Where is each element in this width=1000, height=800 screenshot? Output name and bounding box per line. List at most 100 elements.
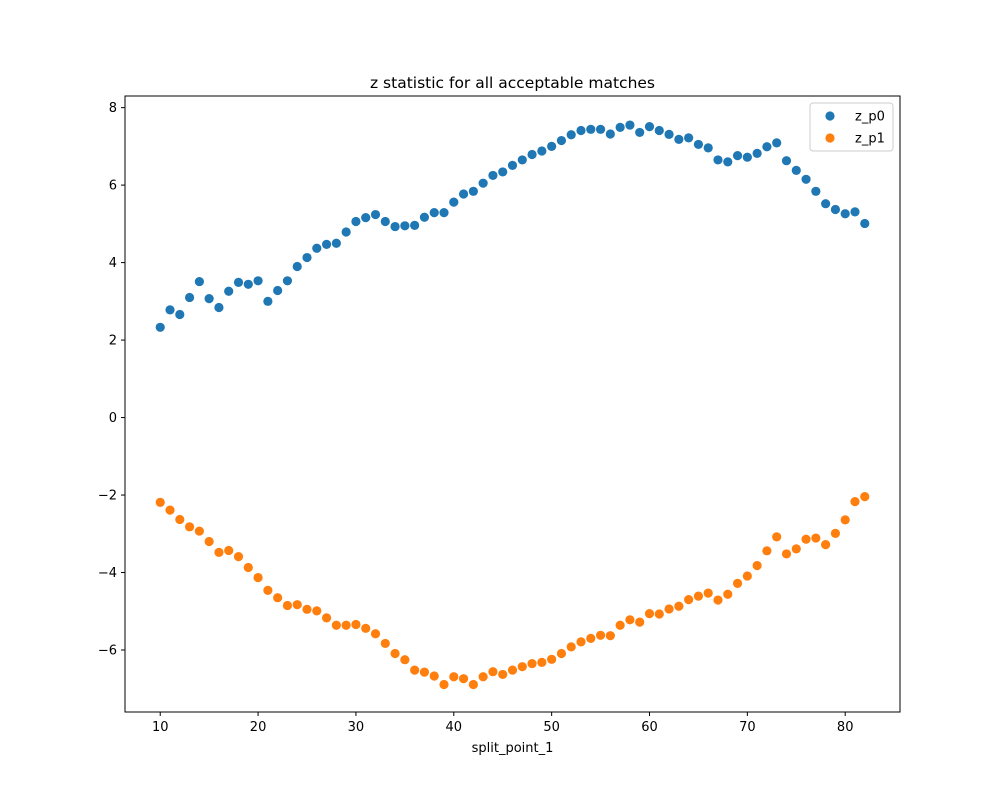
point-z_p1-32 [370,629,381,639]
point-z_p0-18 [233,277,244,287]
point-z_p1-47 [517,662,527,672]
point-z_p1-46 [507,665,518,675]
point-z_p0-40 [449,197,459,207]
point-z_p1-72 [762,546,772,556]
point-z_p1-70 [742,571,752,581]
point-z_p0-66 [703,143,713,153]
point-z_p0-53 [576,125,586,136]
point-z_p0-44 [488,170,498,181]
legend-marker-z_p1 [825,133,835,143]
point-z_p0-32 [370,209,381,220]
point-z_p1-66 [703,588,713,598]
x-tick-label: 70 [739,720,756,735]
point-z_p0-50 [547,141,557,151]
point-z_p0-46 [507,160,518,170]
point-z_p0-75 [791,165,801,175]
point-z_p1-36 [410,665,420,675]
point-z_p1-44 [488,667,498,677]
y-tick-label: −4 [98,566,117,581]
point-z_p1-41 [458,674,469,684]
point-z_p0-68 [723,157,733,167]
point-z_p0-13 [184,292,195,303]
point-z_p1-24 [292,600,302,610]
point-z_p0-21 [263,296,273,306]
point-z_p1-52 [566,642,576,652]
point-z_p1-42 [468,679,478,690]
point-z_p0-48 [527,149,537,160]
point-z_p0-41 [458,189,469,199]
point-z_p1-14 [194,526,204,536]
point-z_p0-31 [361,213,371,223]
point-z_p0-51 [556,135,567,146]
point-z_p0-67 [713,155,723,165]
legend-label-z_p0: z_p0 [855,110,885,125]
x-tick-label: 80 [837,720,854,735]
point-z_p1-26 [312,606,322,616]
legend-marker-z_p0 [825,111,835,121]
point-z_p1-76 [801,534,811,544]
point-z_p1-18 [233,552,244,562]
point-z_p0-38 [429,208,439,218]
point-z_p0-17 [224,286,234,296]
point-z_p1-57 [615,620,625,630]
point-z_p0-62 [664,129,674,139]
point-z_p0-15 [204,294,214,304]
point-z_p1-10 [155,497,165,508]
point-z_p1-54 [586,633,596,643]
point-z_p1-58 [625,615,635,625]
point-z_p1-12 [175,514,185,525]
point-z_p1-20 [253,572,263,583]
point-z_p1-59 [635,617,645,627]
x-axis: 10 20 30 40 50 60 70 80 [152,712,854,735]
point-z_p0-81 [850,207,860,217]
point-z_p0-34 [390,221,400,232]
point-z_p0-28 [331,238,341,248]
point-z_p0-82 [860,218,870,229]
point-z_p1-37 [419,667,430,677]
point-z_p1-56 [605,631,615,641]
point-z_p1-48 [527,658,537,669]
point-z_p0-72 [762,142,772,152]
point-z_p1-80 [840,515,850,525]
point-z_p1-68 [723,589,733,599]
y-axis: −6 −4 −2 0 2 4 6 8 [98,101,125,659]
point-z_p1-61 [654,609,664,619]
point-z_p1-15 [204,536,214,547]
point-z_p1-22 [273,593,283,603]
y-tick-label: −6 [98,644,117,659]
point-z_p0-77 [811,186,821,196]
point-z_p1-17 [224,545,234,556]
point-z_p0-78 [821,199,831,209]
x-tick-label: 40 [446,720,463,735]
point-z_p1-74 [781,549,792,559]
point-z_p1-73 [772,532,782,542]
point-z_p0-37 [419,212,430,222]
x-tick-label: 20 [250,720,267,735]
point-z_p0-27 [321,239,332,249]
point-z_p0-74 [781,156,792,166]
point-z_p1-55 [595,630,606,640]
point-z_p1-21 [263,585,273,595]
point-z_p0-24 [292,261,302,272]
point-z_p1-79 [830,528,841,539]
point-z_p0-19 [243,279,253,289]
point-z_p0-76 [801,174,811,184]
point-z_p0-43 [478,178,488,188]
point-z_p1-34 [390,648,400,659]
point-z_p0-80 [840,209,850,219]
legend-label-z_p1: z_p1 [855,132,885,147]
point-z_p0-14 [194,276,204,287]
point-z_p1-78 [821,540,831,550]
point-z_p1-19 [243,562,253,573]
point-z_p0-73 [772,138,782,148]
point-z_p1-77 [811,533,821,543]
x-tick-label: 50 [543,720,560,735]
point-z_p0-58 [625,120,635,130]
point-z_p0-16 [214,302,224,313]
point-z_p1-29 [341,620,351,630]
point-z_p0-60 [644,122,655,132]
y-tick-label: 8 [109,101,117,116]
point-z_p1-65 [693,591,704,601]
point-z_p0-70 [742,152,752,162]
